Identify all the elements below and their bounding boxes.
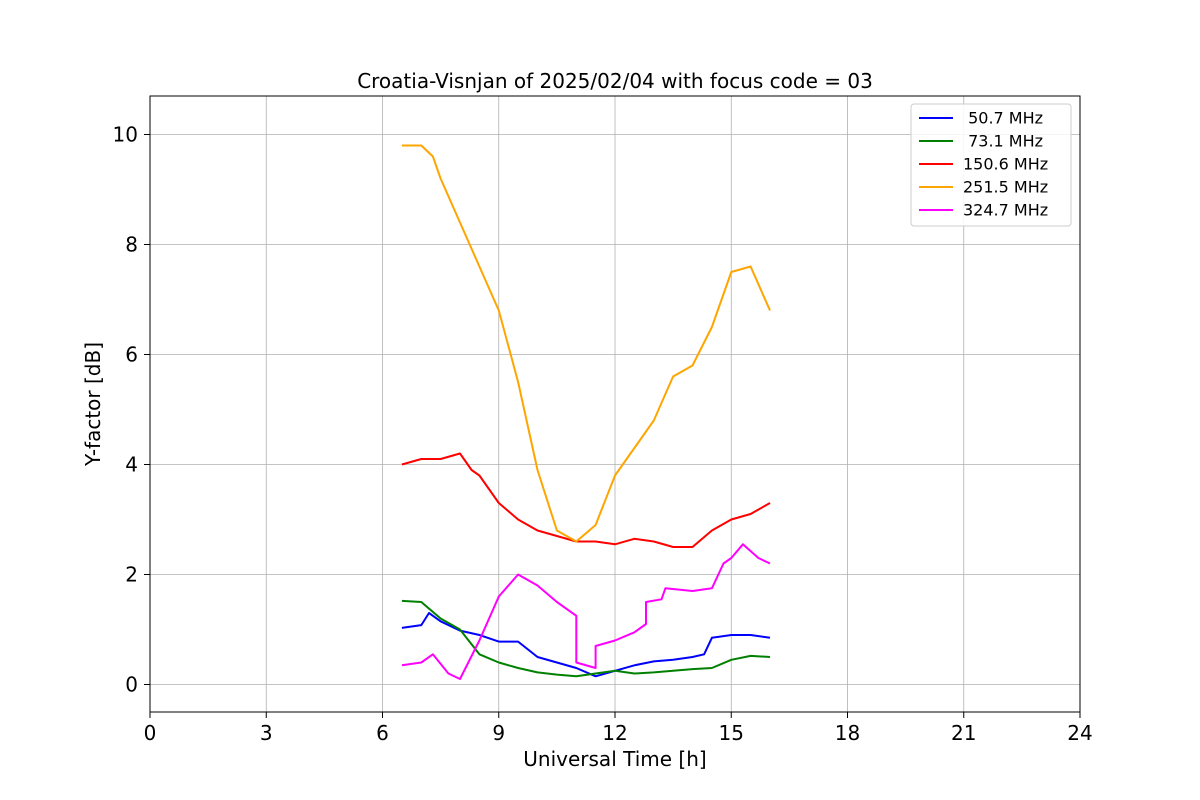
legend-box [910, 103, 1072, 227]
y-axis-label: Y-factor [dB] [81, 342, 105, 467]
legend-label-1: 73.1 MHz [963, 132, 1043, 151]
y-tick-label: 8 [125, 233, 138, 257]
legend-label-4: 324.7 MHz [963, 201, 1048, 220]
series-line-0 [401, 612, 771, 678]
legend-label-0: 50.7 MHz [963, 109, 1043, 128]
legend-label-3: 251.5 MHz [963, 178, 1048, 197]
x-tick-label: 3 [260, 721, 273, 745]
series-layer [401, 144, 771, 680]
y-tick-label: 0 [125, 673, 138, 697]
series-line-3 [401, 144, 771, 543]
x-tick-label: 9 [492, 721, 505, 745]
y-tick-label: 10 [113, 123, 138, 147]
grid-layer [149, 96, 1081, 712]
series-line-4 [401, 543, 771, 680]
x-tick-label: 0 [144, 721, 157, 745]
x-tick-label: 24 [1067, 721, 1092, 745]
series-line-1 [401, 599, 771, 678]
legend: 50.7 MHz 73.1 MHz 150.6 MHz 251.5 MHz 324.7… [910, 103, 1072, 227]
x-axis-label: Universal Time [h] [523, 747, 706, 771]
x-tick-label: 6 [376, 721, 389, 745]
chart-title: Croatia-Visnjan of 2025/02/04 with focus… [357, 69, 873, 93]
x-tick-label: 15 [719, 721, 744, 745]
x-tick-label: 21 [951, 721, 976, 745]
x-tick-label: 18 [835, 721, 860, 745]
x-tick-label: 12 [602, 721, 627, 745]
legend-label-2: 150.6 MHz [963, 155, 1048, 174]
y-tick-label: 4 [125, 453, 138, 477]
y-tick-label: 2 [125, 563, 138, 587]
y-tick-label: 6 [125, 343, 138, 367]
